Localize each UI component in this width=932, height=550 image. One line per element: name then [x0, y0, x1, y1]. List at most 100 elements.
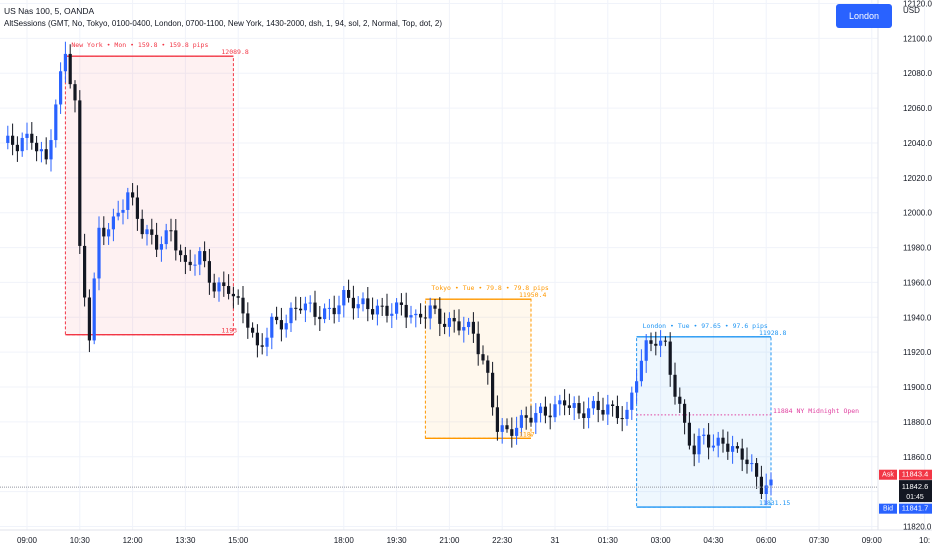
candle-body [467, 321, 471, 328]
candle-body [183, 255, 187, 262]
candle-body [611, 404, 615, 406]
candle-body [25, 133, 29, 138]
candle-body [20, 137, 24, 152]
candle-body [111, 216, 115, 230]
candle-body [327, 307, 331, 309]
price-axis[interactable]: 11820.011840.011860.011880.011900.011920… [903, 0, 932, 532]
candle-body [68, 53, 72, 85]
candle-body [443, 323, 447, 327]
candle-body [150, 229, 154, 235]
session-high-label: 11928.8 [759, 329, 786, 337]
y-tick-label: 11820.0 [903, 523, 932, 532]
candle-body [126, 192, 130, 210]
candle-body [135, 197, 139, 219]
y-tick-label: 12080.0 [903, 69, 932, 78]
candle-body [251, 327, 255, 333]
candle-body [6, 135, 10, 143]
candle-body [116, 212, 120, 217]
candle-body [563, 400, 567, 406]
x-tick-label: 21:00 [439, 536, 460, 545]
candle-body [735, 446, 739, 449]
candle-body [92, 278, 96, 341]
candle-body [471, 321, 475, 334]
candle-body [107, 229, 111, 237]
candle-body [207, 261, 211, 283]
candle-body [371, 309, 375, 315]
session-high-label: 12089.8 [221, 48, 248, 56]
candle-body [702, 434, 706, 436]
candle-body [534, 413, 538, 423]
candle-body [644, 340, 648, 361]
y-tick-label: 11960.0 [903, 278, 932, 287]
candle-body [740, 448, 744, 460]
candle-body [654, 343, 658, 346]
candle-body [505, 425, 509, 430]
candle-body [102, 227, 106, 237]
candle-body [409, 315, 413, 318]
candle-body [711, 445, 715, 448]
candle-body [179, 250, 183, 256]
y-tick-label: 11940.0 [903, 313, 932, 322]
x-tick-label: 10: [919, 536, 930, 545]
candle-body [663, 340, 667, 342]
candle-body [764, 485, 768, 494]
candle-body [356, 304, 360, 309]
candle-body [755, 463, 759, 477]
candle-body [495, 407, 499, 432]
indicator-legend[interactable]: AltSessions (GMT, No, Tokyo, 0100-0400, … [4, 19, 443, 28]
time-axis[interactable]: 09:00 10:30 12:00 13:30 15:00 18:00 19:30 21:00… [17, 536, 930, 545]
candle-body [366, 298, 370, 310]
x-tick-label: 12:00 [123, 536, 144, 545]
x-tick-label: 13:30 [175, 536, 196, 545]
candle-body [131, 192, 135, 198]
candle-body [155, 234, 159, 250]
x-tick-label: 01:30 [598, 536, 619, 545]
candle-body [673, 374, 677, 397]
session-box-london [636, 336, 772, 508]
candle-body [318, 316, 322, 320]
candle-body [558, 400, 562, 405]
candle-body [726, 443, 730, 452]
candle-body [769, 479, 773, 486]
session-low-label: 1187 [519, 430, 535, 438]
candle-body [54, 104, 58, 141]
candle-body [510, 429, 514, 436]
candle-body [73, 84, 77, 101]
candle-body [49, 140, 53, 160]
candle-body [159, 244, 163, 250]
y-tick-label: 12100.0 [903, 34, 932, 43]
candle-body [270, 316, 274, 338]
candle-body [140, 218, 144, 235]
candle-body [731, 446, 735, 452]
candle-body [515, 427, 519, 436]
candle-body [678, 396, 682, 404]
ask-tag-value: 11843.4 [902, 470, 929, 479]
candle-body [606, 404, 610, 415]
candle-body [438, 308, 442, 324]
current-price-tag-bg [899, 480, 932, 503]
candle-body [375, 305, 379, 315]
candle-body [524, 415, 528, 418]
candle-body [227, 286, 231, 294]
candle-body [572, 403, 576, 408]
candle-body [548, 415, 552, 418]
session-label: London • Tue • 97.65 • 97.6 pips [643, 322, 768, 330]
candle-body [716, 437, 720, 446]
candle-body [452, 318, 456, 322]
candle-body [337, 305, 341, 315]
candle-body [284, 323, 288, 330]
candle-body [174, 230, 178, 251]
session-london-button[interactable]: London [836, 4, 892, 28]
candle-body [198, 251, 202, 265]
chart-title: US Nas 100, 5, OANDA [4, 6, 95, 16]
candle-body [519, 415, 523, 428]
session-low-label: 11831.15 [759, 499, 790, 507]
candle-body [15, 144, 19, 152]
candle-body [299, 308, 303, 311]
x-tick-label: 06:00 [756, 536, 777, 545]
session-high-label: 11950.4 [519, 291, 546, 299]
candle-body [419, 313, 423, 318]
ask-tag-bg [899, 469, 932, 480]
candle-body [342, 289, 346, 306]
